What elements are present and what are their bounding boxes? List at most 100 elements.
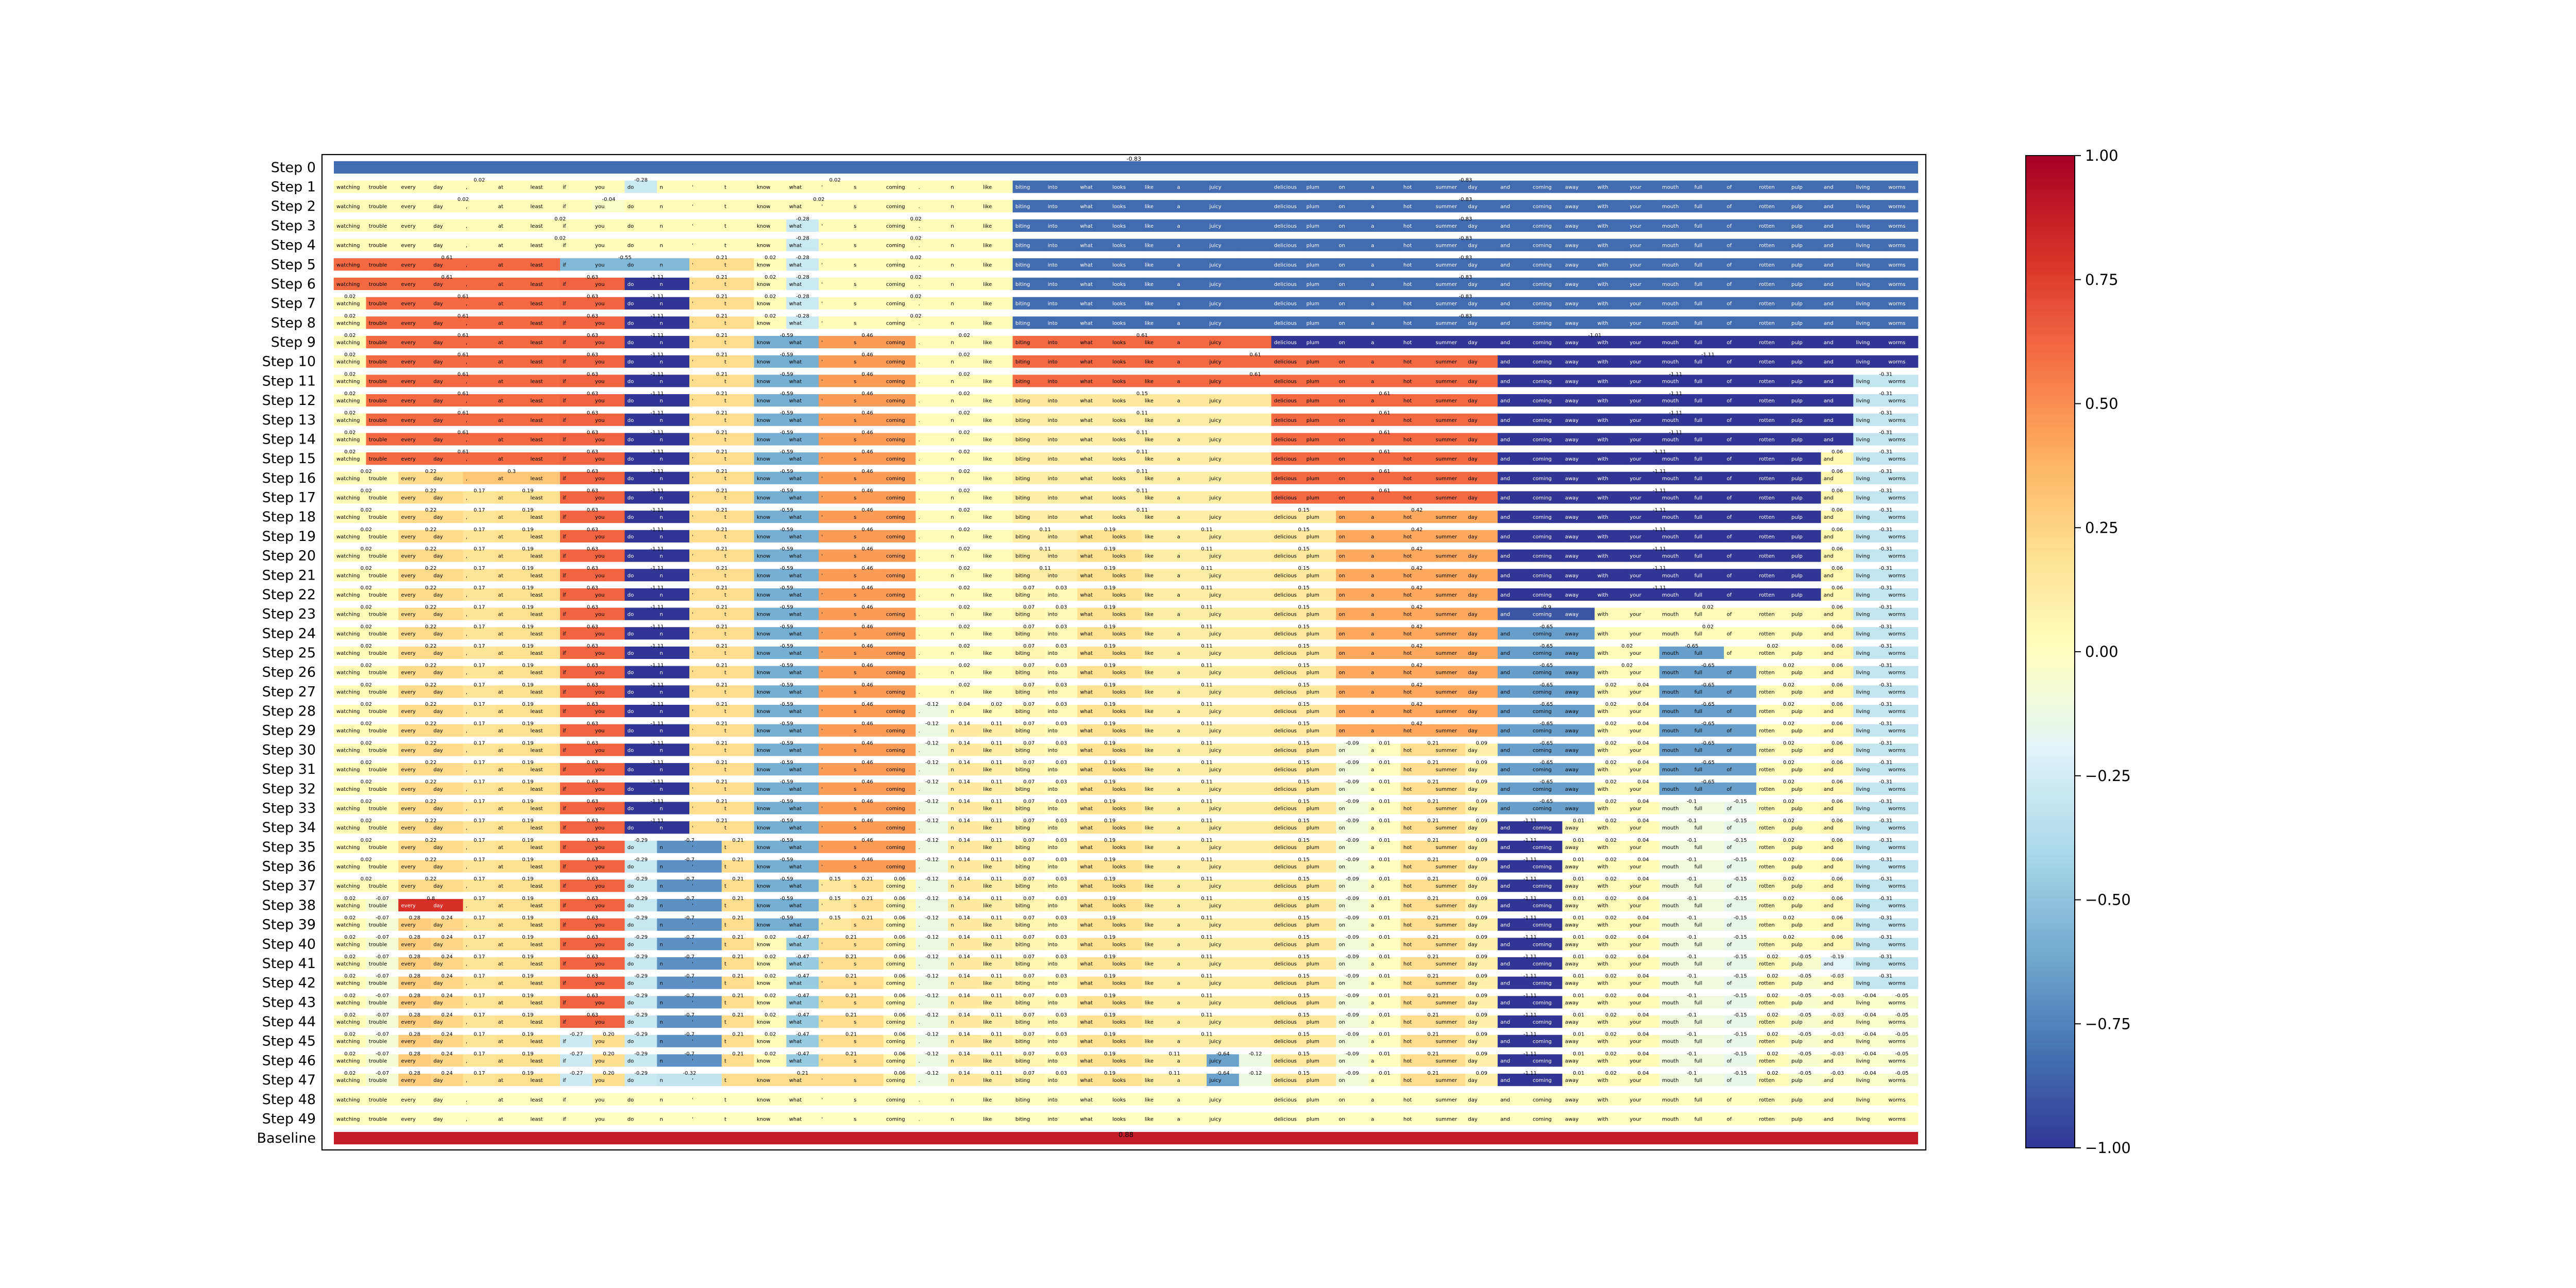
cell-value-label: 0.61 (457, 333, 469, 338)
token-label: know (757, 515, 770, 520)
cell-value-label: 0.46 (861, 333, 873, 338)
token-label: biting (1015, 631, 1030, 637)
token-label: ' (821, 282, 823, 287)
token-label: biting (1015, 651, 1030, 656)
heatmap-cell (786, 239, 819, 251)
cell-value-label: 0.19 (1104, 566, 1115, 571)
row-label: Step 31 (262, 761, 316, 777)
token-label: pulp (1791, 748, 1803, 753)
token-label: if (563, 923, 566, 928)
heatmap-cell (721, 239, 755, 251)
heatmap-cell (1433, 180, 1466, 193)
token-label: day (433, 961, 443, 967)
token-label: at (498, 651, 503, 656)
token-label: a (1177, 554, 1180, 560)
token-label: know (757, 437, 770, 443)
token-label: a (1371, 437, 1374, 443)
token-label: juicy (1209, 320, 1221, 326)
token-label: of (1726, 709, 1732, 715)
token-label: delicious (1274, 379, 1297, 384)
cell-value-label: 0.42 (1411, 721, 1422, 727)
token-label: ' (692, 243, 693, 249)
heatmap-cell (333, 239, 367, 251)
token-label: on (1338, 204, 1345, 210)
token-label: ' (692, 185, 693, 191)
token-label: and (1500, 748, 1510, 753)
cell-value-label: 0.02 (1783, 799, 1794, 804)
heatmap-cell (1109, 200, 1143, 213)
token-label: hot (1403, 340, 1412, 346)
token-label: full (1694, 981, 1702, 987)
token-label: least (531, 923, 543, 928)
token-label: ' (692, 282, 693, 287)
token-label: t (724, 398, 726, 404)
token-label: at (498, 360, 503, 365)
token-label: of (1726, 262, 1732, 268)
cell-value-label: -0.12 (925, 896, 939, 902)
token-label: if (563, 282, 566, 287)
token-label: summer (1436, 476, 1458, 482)
heatmap-cell (1756, 180, 1789, 193)
cell-value-label: 0.21 (716, 313, 727, 319)
token-label: mouth (1662, 806, 1679, 811)
token-label: , (466, 379, 467, 384)
token-label: every (401, 845, 416, 851)
cell-value-label: 0.17 (473, 838, 485, 843)
token-label: a (1371, 204, 1374, 210)
token-label: worms (1888, 767, 1905, 773)
token-label: every (401, 340, 416, 346)
cell-value-label: 0.63 (587, 488, 598, 494)
token-label: rotten (1759, 923, 1774, 928)
token-label: pulp (1791, 884, 1803, 889)
row-label: Step 15 (262, 451, 316, 467)
cell-value-label: 0.22 (425, 779, 436, 785)
token-label: pulp (1791, 398, 1803, 404)
token-label: ' (821, 320, 823, 326)
cell-value-label: -0.59 (780, 916, 793, 921)
cell-value-label: -0.04 (602, 197, 615, 202)
heatmap-cell (1239, 219, 1272, 232)
cell-value-label: 0.02 (1783, 935, 1794, 940)
token-label: living (1856, 282, 1870, 287)
token-label: your (1630, 728, 1641, 734)
token-label: day (1468, 942, 1477, 947)
heatmap-cell (1853, 239, 1886, 251)
cell-value-label: 0.17 (473, 507, 485, 513)
token-label: plum (1307, 282, 1319, 287)
cell-value-label: -1.11 (1653, 449, 1666, 455)
token-label: . (919, 554, 920, 560)
token-label: coming (886, 865, 905, 870)
token-label: and (1824, 592, 1834, 598)
row-label: Step 21 (262, 567, 316, 583)
token-label: of (1726, 243, 1732, 249)
token-label: every (401, 961, 416, 967)
token-label: coming (1533, 592, 1552, 598)
token-label: a (1371, 825, 1374, 831)
token-label: t (724, 923, 726, 928)
token-label: mouth (1662, 262, 1679, 268)
cell-value-label: 0.14 (959, 896, 970, 902)
cell-value-label: -0.7 (685, 916, 695, 921)
row-label: Step 1 (271, 179, 316, 195)
cell-value-label: 0.02 (959, 371, 970, 377)
token-label: on (1338, 651, 1345, 656)
token-label: rotten (1759, 728, 1774, 734)
token-label: trouble (369, 651, 387, 656)
token-label: ' (692, 631, 693, 637)
token-label: biting (1015, 534, 1030, 540)
token-label: what (1080, 806, 1093, 811)
cell-value-label: -0.28 (796, 294, 809, 300)
heatmap-cell (1239, 899, 1272, 911)
token-label: mouth (1662, 748, 1679, 753)
token-label: t (724, 437, 726, 443)
token-label: n (951, 534, 954, 540)
token-label: with (1597, 884, 1608, 889)
token-label: day (433, 496, 443, 501)
token-label: watching (336, 845, 360, 851)
heatmap-cell (1207, 200, 1240, 213)
token-label: biting (1015, 320, 1030, 326)
cell-value-label: 0.63 (587, 275, 598, 280)
heatmap-cell (1239, 471, 1272, 484)
token-label: delicious (1274, 476, 1297, 482)
heatmap-cell (1368, 219, 1401, 232)
